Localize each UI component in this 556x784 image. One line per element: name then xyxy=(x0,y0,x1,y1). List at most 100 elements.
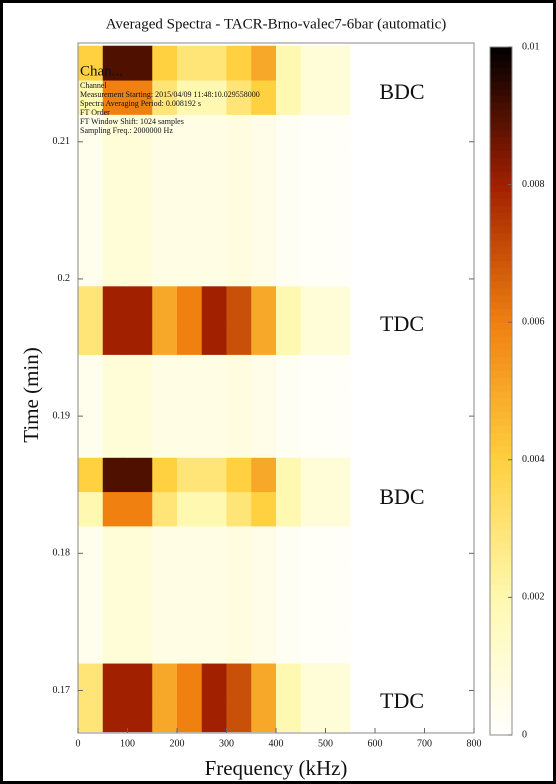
colorbar-band xyxy=(490,618,512,626)
heatmap-cell xyxy=(177,697,203,733)
heatmap-cell xyxy=(300,148,326,184)
heatmap-cell xyxy=(78,80,104,115)
heatmap-cell xyxy=(152,422,178,458)
heatmap-cell xyxy=(350,663,376,698)
heatmap-cell xyxy=(276,525,302,561)
colorbar-band xyxy=(490,604,512,612)
annotation: BDC xyxy=(379,79,424,104)
x-tick-label: 200 xyxy=(170,738,185,749)
colorbar-band xyxy=(490,652,512,660)
heatmap-cell xyxy=(300,285,326,321)
info-line: Measurement Starting: 2015/04/09 11:48:1… xyxy=(80,90,260,99)
colorbar-band xyxy=(490,212,512,220)
heatmap-cell xyxy=(201,628,227,664)
heatmap-cell xyxy=(325,80,351,115)
heatmap-cell xyxy=(127,45,153,81)
colorbar-band xyxy=(490,377,512,385)
heatmap-cell xyxy=(102,491,128,527)
heatmap-cell xyxy=(177,80,203,115)
heatmap-cell xyxy=(127,148,153,184)
colorbar-band xyxy=(490,170,512,179)
heatmap-cell xyxy=(102,388,128,424)
heatmap-cell xyxy=(276,114,302,150)
heatmap-cell xyxy=(127,697,153,733)
colorbar-band xyxy=(490,563,512,571)
heatmap-cell xyxy=(325,594,351,630)
colorbar-band xyxy=(490,88,512,96)
heatmap-cell xyxy=(226,80,252,115)
colorbar-band xyxy=(490,645,512,654)
colorbar-band xyxy=(490,287,512,296)
heatmap-cell xyxy=(102,697,128,733)
heatmap-cell xyxy=(201,45,227,81)
x-tick-label: 0 xyxy=(76,738,81,749)
heatmap-cell xyxy=(201,422,227,458)
colorbar-band xyxy=(490,631,512,640)
heatmap-cell xyxy=(127,251,153,287)
colorbar-band xyxy=(490,267,512,275)
heatmap-cell xyxy=(127,525,153,561)
colorbar-band xyxy=(490,363,512,371)
heatmap-cell xyxy=(152,697,178,733)
heatmap-cell xyxy=(78,628,104,664)
heatmap-cell xyxy=(350,217,376,253)
colorbar-band xyxy=(490,721,512,729)
heatmap-cell xyxy=(201,491,227,527)
heatmap-cell xyxy=(152,663,178,698)
colorbar-band xyxy=(490,590,512,598)
heatmap-cell xyxy=(177,525,203,561)
heatmap-cell xyxy=(300,628,326,664)
heatmap-cell xyxy=(226,491,252,527)
colorbar-band xyxy=(490,329,512,337)
colorbar-band xyxy=(490,487,512,495)
heatmap-cell xyxy=(325,148,351,184)
heatmap-cell xyxy=(350,354,376,390)
heatmap-cell xyxy=(350,560,376,595)
colorbar-band xyxy=(490,150,512,158)
heatmap-cell xyxy=(102,80,128,115)
heatmap-cell xyxy=(300,45,326,81)
colorbar-band xyxy=(490,198,512,206)
colorbar-band xyxy=(490,686,512,695)
heatmap-cell xyxy=(226,354,252,390)
heatmap-cell xyxy=(102,354,128,390)
heatmap-cell xyxy=(251,354,277,390)
heatmap-cell xyxy=(78,422,104,458)
heatmap-cell xyxy=(226,560,252,595)
heatmap-cell xyxy=(152,491,178,527)
heatmap-cell xyxy=(251,422,277,458)
colorbar-band xyxy=(490,95,512,103)
colorbar-band xyxy=(490,556,512,564)
colorbar-band xyxy=(490,673,512,681)
annotation: TDC xyxy=(380,688,424,713)
heatmap-cell xyxy=(350,114,376,150)
colorbar-band xyxy=(490,514,512,523)
heatmap-cell xyxy=(226,285,252,321)
colorbar-band xyxy=(490,274,512,282)
heatmap-cell xyxy=(201,80,227,115)
colorbar-tick-label: 0.004 xyxy=(522,454,545,465)
heatmap-cell xyxy=(152,320,178,355)
heatmap-cell xyxy=(300,560,326,595)
colorbar-tick-label: 0.002 xyxy=(522,592,545,603)
colorbar-band xyxy=(490,480,512,488)
heatmap-cell xyxy=(78,491,104,527)
heatmap-cell xyxy=(127,628,153,664)
heatmap-cell xyxy=(300,320,326,355)
heatmap-cell xyxy=(276,217,302,253)
heatmap-cell xyxy=(350,320,376,355)
heatmap-cell xyxy=(226,594,252,630)
heatmap-cell xyxy=(276,388,302,424)
heatmap-cell xyxy=(127,422,153,458)
overlay: 0 100 200 300 400 500 600 700 800 0.17 0.18 0.19 0.2… xyxy=(53,41,545,749)
heatmap-cell xyxy=(127,594,153,630)
heatmap-cell xyxy=(350,285,376,321)
heatmap-cell xyxy=(350,697,376,733)
heatmap-cell xyxy=(127,560,153,595)
colorbar-band xyxy=(490,342,512,351)
heatmap-cell xyxy=(152,114,178,150)
heatmap-cell xyxy=(102,663,128,698)
info-line: FT Window Shift: 1024 samples xyxy=(80,117,184,126)
heatmap-cell xyxy=(127,388,153,424)
